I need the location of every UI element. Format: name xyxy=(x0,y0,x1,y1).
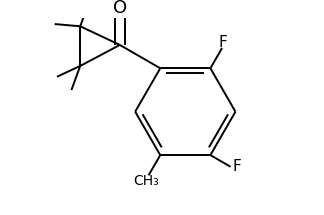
Text: CH₃: CH₃ xyxy=(133,174,159,188)
Text: O: O xyxy=(113,0,127,17)
Text: F: F xyxy=(219,35,227,50)
Text: F: F xyxy=(233,159,241,174)
